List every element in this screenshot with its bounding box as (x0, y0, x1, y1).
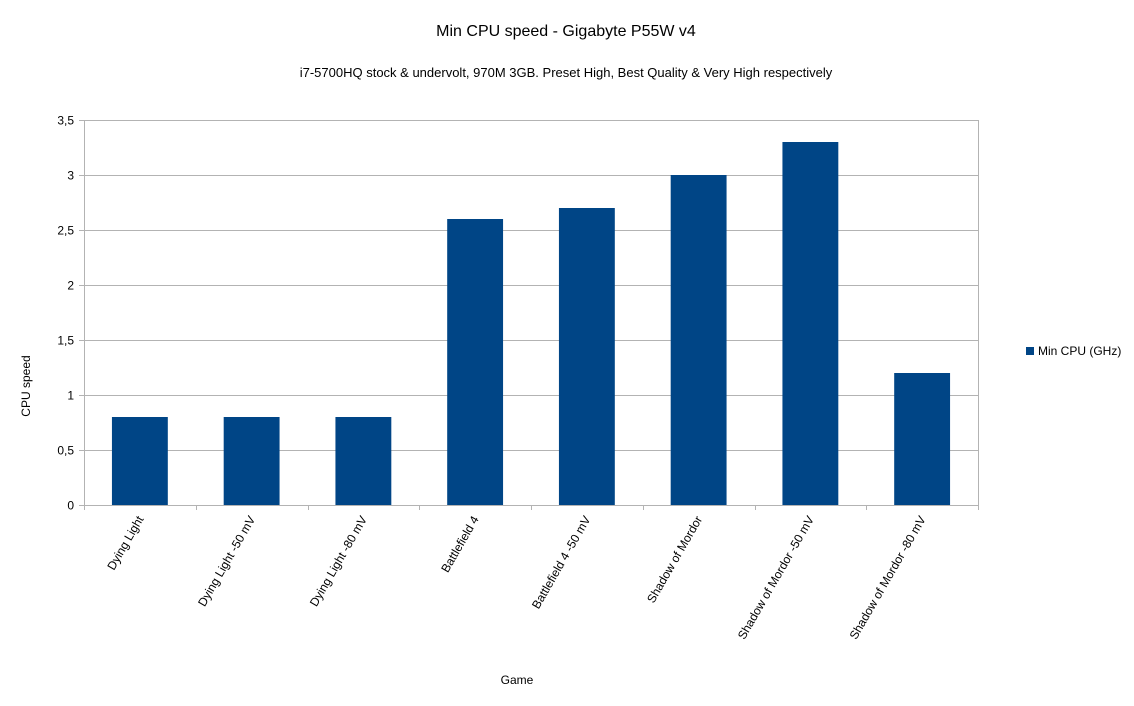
chart-subtitle: i7-5700HQ stock & undervolt, 970M 3GB. P… (300, 65, 833, 80)
y-tick-label: 3,5 (57, 114, 74, 128)
y-tick-label: 2,5 (57, 224, 74, 238)
y-tick-label: 0,5 (57, 444, 74, 458)
x-tick-label: Shadow of Mordor -50 mV (735, 514, 817, 642)
y-tick-label: 2 (67, 279, 74, 293)
x-tick-label: Shadow of Mordor (644, 514, 705, 606)
bar (111, 417, 168, 505)
y-tick-labels: 0 0,5 1 1,5 2 2,5 3 3,5 (57, 114, 74, 513)
bar (894, 373, 951, 505)
bar (447, 219, 504, 505)
chart-title: Min CPU speed - Gigabyte P55W v4 (436, 23, 696, 40)
x-tick-label: Dying Light -80 mV (307, 514, 370, 609)
y-tick-label: 3 (67, 169, 74, 183)
x-tick-label: Battlefield 4 -50 mV (529, 514, 593, 612)
gridlines (84, 120, 978, 451)
y-axis-title: CPU speed (19, 355, 33, 416)
y-tick-label: 0 (67, 499, 74, 513)
bar (335, 417, 392, 505)
x-tick-label: Dying Light -50 mV (195, 514, 258, 609)
bars (111, 142, 951, 505)
y-tick-label: 1 (67, 389, 74, 403)
bar (782, 142, 839, 505)
y-tick-label: 1,5 (57, 334, 74, 348)
legend: Min CPU (GHz) (1026, 344, 1121, 358)
bar (223, 417, 280, 505)
bar (670, 175, 727, 505)
x-tick-label: Battlefield 4 (438, 513, 482, 575)
x-axis-title: Game (501, 673, 534, 687)
legend-swatch (1026, 347, 1034, 355)
x-tick-label: Dying Light (104, 513, 146, 573)
axes (79, 120, 979, 510)
bar (558, 208, 615, 505)
x-tick-label: Shadow of Mordor -80 mV (847, 514, 929, 642)
legend-label: Min CPU (GHz) (1038, 344, 1121, 358)
x-tick-labels: Dying Light Dying Light -50 mV Dying Light… (104, 513, 928, 642)
